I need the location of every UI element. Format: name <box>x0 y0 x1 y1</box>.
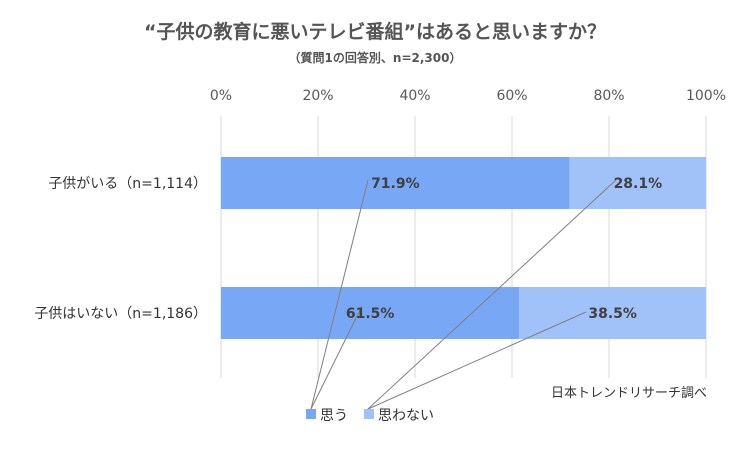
bar-segment-no <box>519 287 706 339</box>
x-tick-label: 80% <box>593 88 624 104</box>
category-labels: 子供がいる（n=1,114） 子供はいない（n=1,186） <box>34 176 207 322</box>
data-label: 61.5% <box>346 306 395 322</box>
bar-segment-no <box>569 157 706 209</box>
leader-line <box>310 305 363 410</box>
data-label: 38.5% <box>588 306 637 322</box>
leader-line <box>367 179 617 410</box>
x-tick-label: 100% <box>686 88 726 104</box>
x-tick-label: 60% <box>496 88 527 104</box>
source-note: 日本トレンドリサーチ調べ <box>551 386 707 401</box>
leader-line <box>310 179 369 410</box>
chart-subtitle: （質問1の回答別、n=2,300） <box>289 50 462 65</box>
data-labels: 71.9% 28.1% 61.5% 38.5% <box>346 176 662 322</box>
category-label: 子供はいない（n=1,186） <box>34 306 207 322</box>
legend-swatch <box>364 409 374 419</box>
x-tick-label: 20% <box>302 88 333 104</box>
bar-segment-yes <box>221 157 570 209</box>
chart-title: “子供の教育に悪いテレビ番組”はあると思いますか？ <box>144 20 606 43</box>
leader-lines <box>310 179 617 410</box>
legend: 思う 思わない <box>306 408 434 424</box>
bars <box>221 157 706 339</box>
category-label: 子供がいる（n=1,114） <box>48 176 207 192</box>
legend-label: 思わない <box>378 408 434 424</box>
x-axis-tick-labels: 0% 20% 40% 60% 80% 100% <box>210 88 726 104</box>
leader-line <box>367 311 587 410</box>
bar-segment-yes <box>221 287 520 339</box>
x-tick-label: 0% <box>210 88 232 104</box>
x-tick-label: 40% <box>399 88 430 104</box>
legend-swatch <box>306 409 316 419</box>
data-label: 28.1% <box>614 176 663 192</box>
data-label: 71.9% <box>371 176 420 192</box>
legend-label: 思う <box>320 408 348 424</box>
